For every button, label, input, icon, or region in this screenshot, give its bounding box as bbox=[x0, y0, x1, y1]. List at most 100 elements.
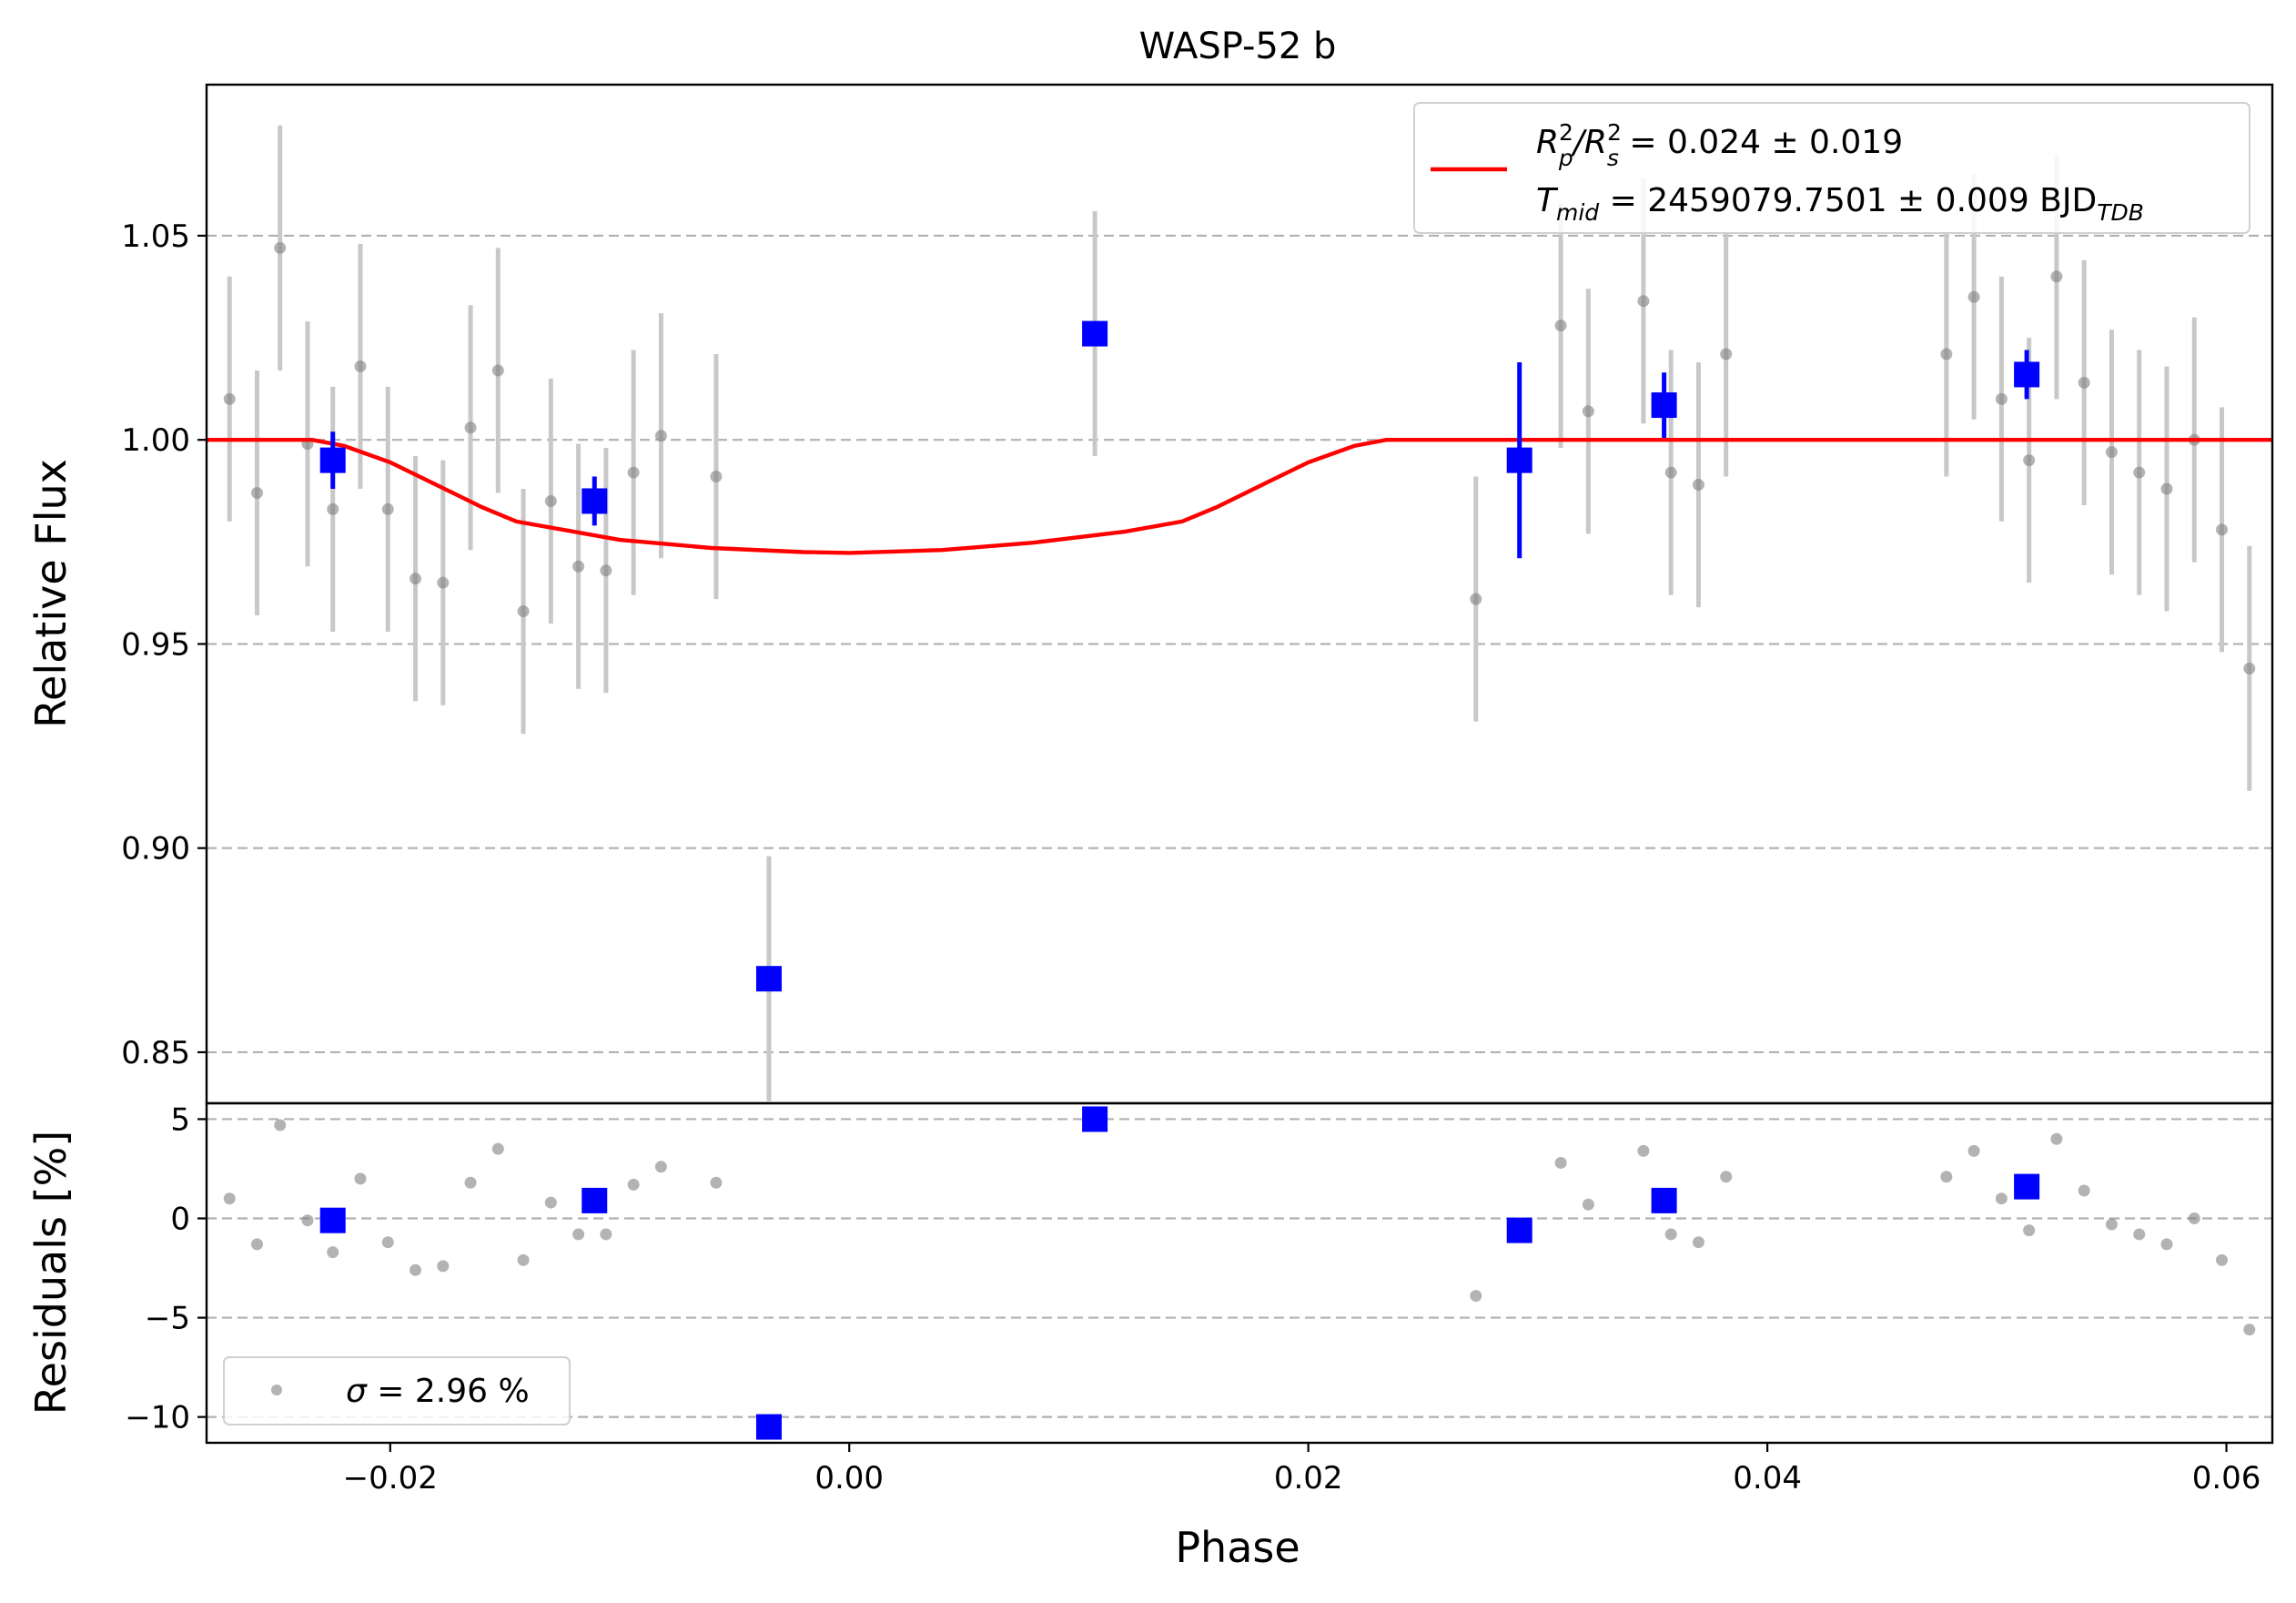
raw-point bbox=[544, 494, 557, 507]
raw-point bbox=[1940, 348, 1953, 360]
top-ytick-label: 1.00 bbox=[121, 422, 190, 459]
raw-residual bbox=[1720, 1171, 1733, 1183]
raw-residual bbox=[544, 1196, 557, 1209]
raw-point bbox=[2160, 482, 2173, 495]
raw-point bbox=[2023, 454, 2036, 467]
raw-point bbox=[710, 471, 723, 483]
bottom-y-axis-label: Residuals [%] bbox=[26, 1131, 76, 1415]
raw-residual bbox=[2078, 1184, 2090, 1197]
raw-residual bbox=[710, 1176, 723, 1189]
raw-point bbox=[437, 576, 450, 589]
raw-residual bbox=[2160, 1238, 2173, 1251]
raw-point bbox=[2050, 270, 2063, 283]
bottom-legend: σ = 2.96 % bbox=[223, 1356, 571, 1425]
x-tick-label: −0.02 bbox=[343, 1460, 438, 1496]
raw-point bbox=[1995, 392, 2008, 405]
binned-residual bbox=[1082, 1106, 1108, 1132]
raw-residual bbox=[2105, 1218, 2118, 1231]
raw-residual bbox=[1940, 1171, 1953, 1183]
raw-point bbox=[274, 241, 287, 254]
raw-residual bbox=[1637, 1144, 1650, 1157]
raw-point bbox=[654, 430, 667, 442]
transit-model-curve bbox=[207, 438, 2272, 555]
binned-residual bbox=[755, 1414, 782, 1440]
raw-point bbox=[1692, 479, 1704, 492]
bottom-y-axis: −10 −5 0 5 bbox=[125, 1101, 207, 1436]
legend-box-bottom bbox=[223, 1356, 571, 1425]
bottom-ytick-label: 0 bbox=[170, 1202, 190, 1238]
x-tick-label: 0.06 bbox=[2192, 1460, 2261, 1496]
binned-point bbox=[2014, 361, 2040, 388]
raw-residual bbox=[2188, 1212, 2200, 1225]
raw-residual bbox=[354, 1172, 367, 1185]
chart-title: WASP-52 b bbox=[1139, 25, 1337, 67]
raw-residual bbox=[1995, 1192, 2008, 1205]
raw-point bbox=[410, 573, 422, 585]
raw-residual bbox=[2243, 1324, 2256, 1336]
raw-point bbox=[491, 364, 504, 377]
bottom-panel-frame bbox=[205, 1101, 2274, 1445]
raw-point bbox=[1554, 320, 1567, 332]
binned-point bbox=[1506, 447, 1532, 473]
raw-point bbox=[1582, 405, 1594, 418]
binned-point bbox=[319, 447, 346, 473]
raw-point bbox=[2105, 446, 2118, 459]
raw-residual bbox=[410, 1263, 422, 1276]
binned-residual bbox=[1506, 1217, 1532, 1243]
raw-residual bbox=[2216, 1253, 2229, 1266]
raw-residual bbox=[1692, 1236, 1704, 1249]
binned-point bbox=[582, 488, 608, 514]
top-legend: R2 p/R2 s = 0.024 ± 0.019 Tmid = 2459079.7… bbox=[1413, 102, 2250, 234]
raw-residual bbox=[1554, 1156, 1567, 1169]
raw-point bbox=[572, 560, 585, 573]
raw-residual bbox=[2023, 1224, 2036, 1237]
raw-residual bbox=[1470, 1290, 1482, 1303]
x-tick-label: 0.02 bbox=[1274, 1460, 1343, 1496]
raw-residual bbox=[464, 1176, 477, 1189]
raw-point bbox=[250, 486, 263, 499]
binned-point bbox=[1651, 392, 1677, 419]
legend-rp-rs-label: R2 p/R2 s = 0.024 ± 0.019 bbox=[1536, 119, 1903, 171]
raw-residual bbox=[627, 1178, 640, 1191]
binned-point bbox=[1082, 320, 1108, 347]
raw-point bbox=[381, 502, 394, 515]
raw-residual bbox=[301, 1214, 314, 1227]
raw-residual bbox=[2050, 1132, 2063, 1145]
raw-residual bbox=[274, 1119, 287, 1131]
raw-residual bbox=[223, 1192, 236, 1205]
binned-point bbox=[755, 966, 782, 992]
raw-residual bbox=[1664, 1228, 1677, 1241]
bottom-raw-residuals bbox=[223, 1119, 2256, 1336]
binned-residual bbox=[319, 1207, 346, 1233]
top-ytick-label: 1.05 bbox=[121, 218, 190, 255]
binned-residual bbox=[2014, 1173, 2040, 1200]
binned-residual bbox=[582, 1187, 608, 1213]
top-y-axis: 0.85 0.90 0.95 1.00 1.05 bbox=[121, 218, 207, 1071]
raw-point bbox=[1720, 348, 1733, 360]
raw-point bbox=[1637, 295, 1650, 308]
raw-residual bbox=[250, 1238, 263, 1251]
raw-residual bbox=[327, 1246, 339, 1259]
bottom-ytick-label: −10 bbox=[125, 1400, 190, 1436]
raw-point bbox=[354, 360, 367, 372]
x-axis-label: Phase bbox=[1175, 1523, 1300, 1572]
top-ytick-label: 0.90 bbox=[121, 831, 190, 867]
raw-point bbox=[1470, 593, 1482, 605]
raw-point bbox=[600, 564, 612, 577]
raw-point bbox=[1664, 466, 1677, 479]
raw-residual bbox=[491, 1142, 504, 1155]
top-y-axis-label: Relative Flux bbox=[26, 459, 76, 728]
raw-residual bbox=[1967, 1144, 1980, 1157]
raw-point bbox=[517, 605, 530, 618]
top-ytick-label: 0.95 bbox=[121, 626, 190, 663]
raw-point bbox=[223, 392, 236, 405]
raw-residual bbox=[572, 1228, 585, 1241]
bottom-binned-residuals bbox=[319, 1106, 2040, 1440]
raw-point bbox=[327, 502, 339, 515]
raw-point bbox=[2216, 523, 2229, 536]
legend-residual-swatch bbox=[271, 1385, 282, 1395]
raw-point bbox=[2078, 376, 2090, 389]
x-tick-label: 0.00 bbox=[814, 1460, 884, 1496]
